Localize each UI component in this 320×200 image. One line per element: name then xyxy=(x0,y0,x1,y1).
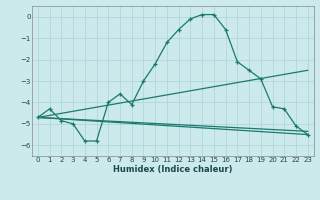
X-axis label: Humidex (Indice chaleur): Humidex (Indice chaleur) xyxy=(113,165,233,174)
